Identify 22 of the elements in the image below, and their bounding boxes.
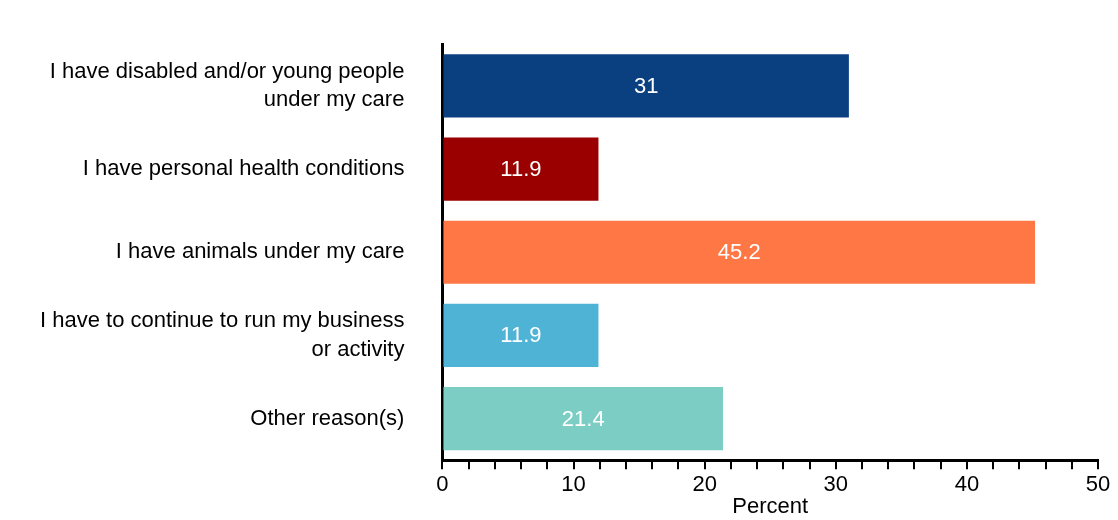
data-label: 11.9 <box>500 322 542 348</box>
x-tick-label: 0 <box>436 471 449 497</box>
bar <box>443 54 849 118</box>
data-label: 11.9 <box>500 156 542 182</box>
y-tick-label: Other reason(s) <box>250 404 405 430</box>
x-tick-label: 50 <box>1085 471 1111 497</box>
bar <box>443 303 599 368</box>
bar <box>443 387 724 451</box>
y-tick-label: I have to continue to run my business or activity <box>39 307 405 361</box>
bar <box>443 137 599 201</box>
data-label: 31 <box>633 72 659 98</box>
y-tick-label: I have personal health conditions <box>82 155 405 181</box>
x-tick-label: 10 <box>561 471 586 497</box>
x-tick-label: 20 <box>692 471 717 497</box>
bar <box>443 220 1036 284</box>
x-tick-label: 40 <box>954 471 980 497</box>
x-tick-label: 30 <box>823 471 849 497</box>
data-label: 21.4 <box>561 405 605 431</box>
data-label: 45.2 <box>717 239 761 265</box>
x-axis-title: Percent <box>732 492 809 518</box>
y-tick-label: I have disabled and/or young people under my care <box>49 57 405 112</box>
y-tick-label: I have animals under my care <box>115 238 405 264</box>
